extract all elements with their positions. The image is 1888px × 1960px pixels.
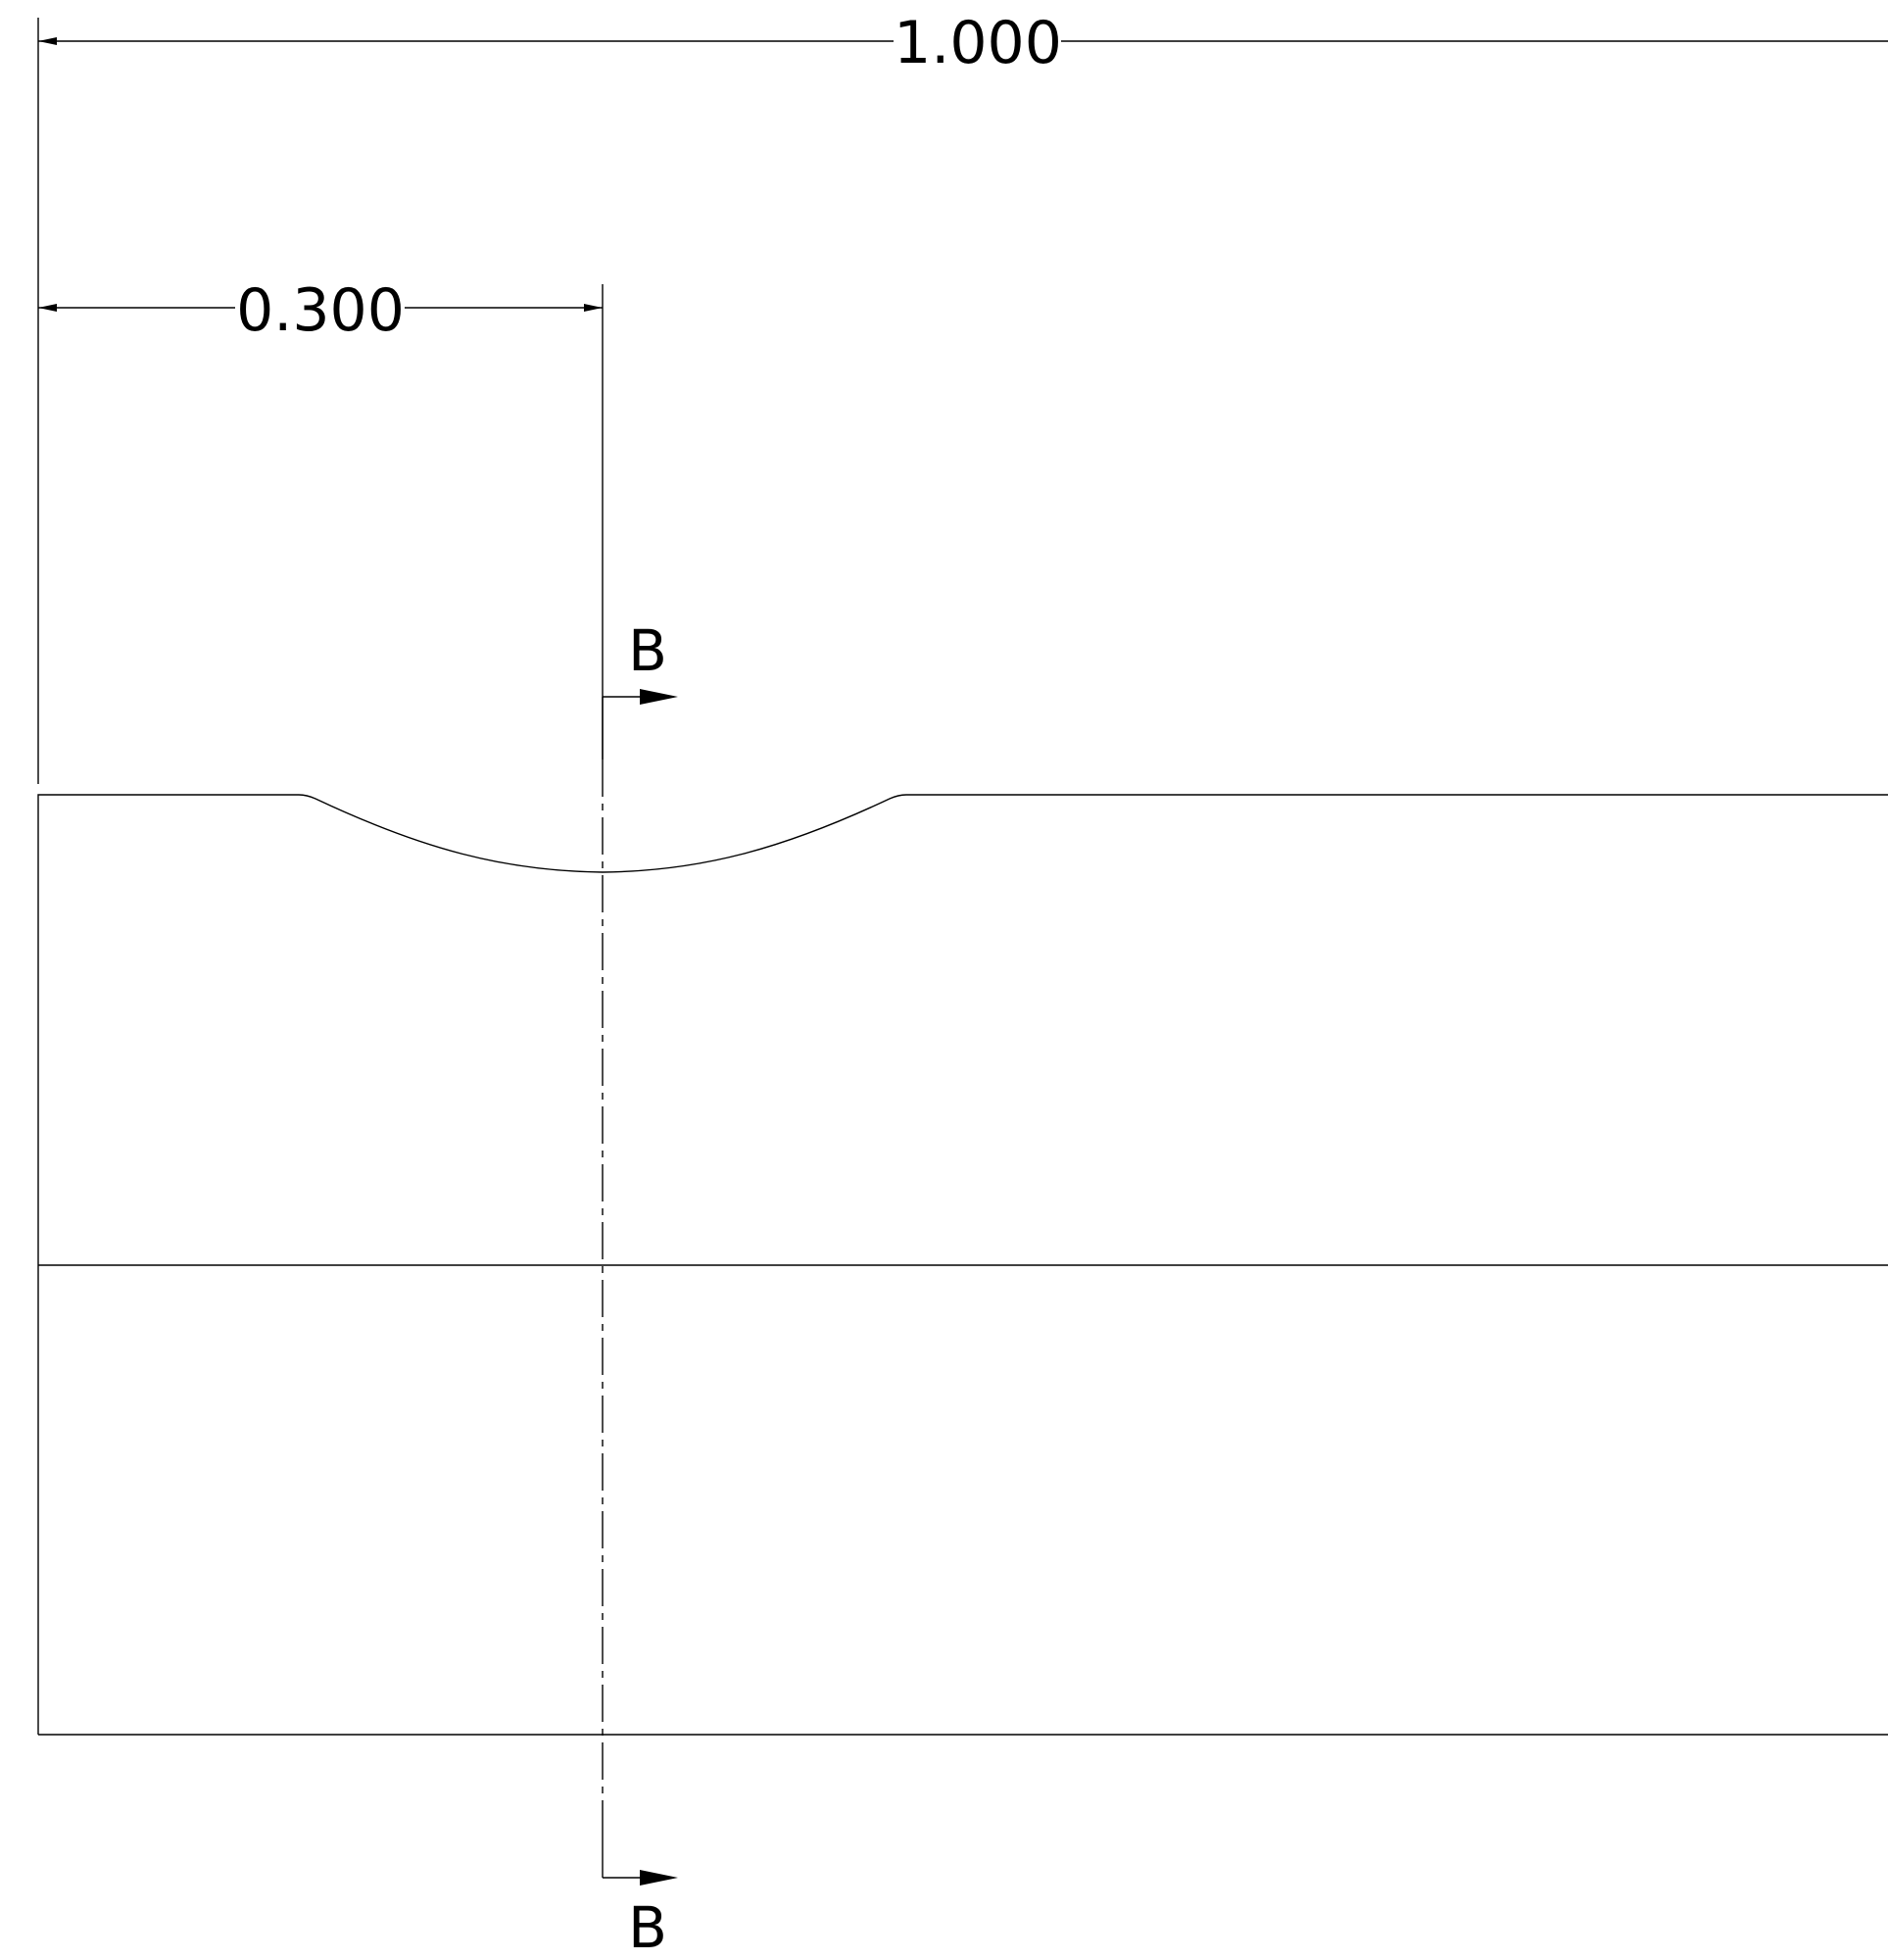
overall-length-value: 1.000 — [894, 9, 1062, 77]
section-arrowhead-top — [640, 689, 678, 705]
section-position-dimension: 0.300 — [38, 276, 604, 760]
top-profile-with-groove — [37, 794, 1888, 1735]
part-outline — [37, 794, 1888, 1736]
section-position-arrowhead-left — [38, 304, 57, 312]
overall-length-dimension: 1.000 — [37, 9, 1888, 784]
section-arrowhead-bottom — [640, 1870, 678, 1886]
section-position-arrowhead-right — [584, 304, 603, 312]
section-label-top: B — [628, 617, 667, 684]
overall-length-arrowhead-left — [38, 37, 57, 45]
section-cut-line: B B — [602, 617, 678, 1960]
section-label-bottom: B — [628, 1894, 667, 1960]
section-position-value: 0.300 — [236, 276, 405, 345]
